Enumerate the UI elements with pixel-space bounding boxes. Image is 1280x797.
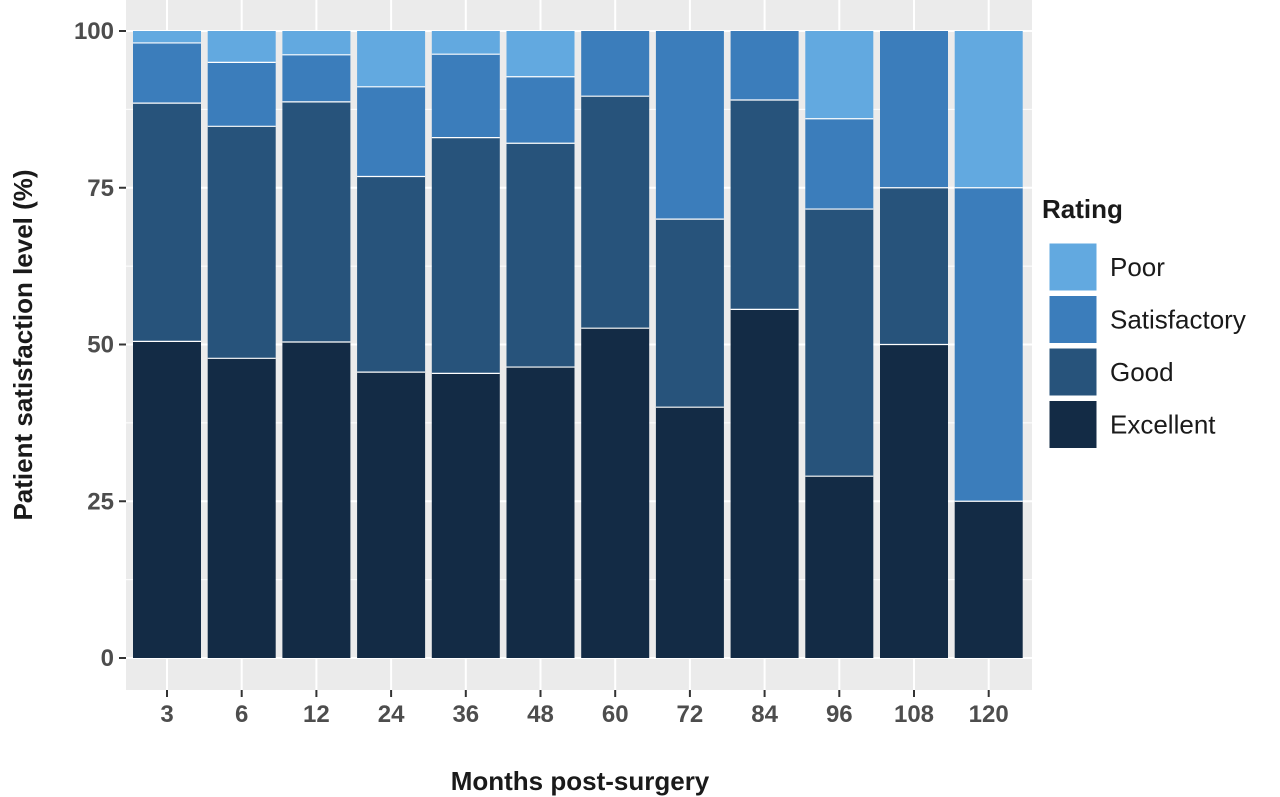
legend-label-good: Good — [1110, 357, 1174, 387]
bar-segment-satisfactory-24 — [357, 86, 426, 177]
x-tick-label: 60 — [602, 701, 629, 728]
x-tick-label: 84 — [751, 701, 778, 728]
bar-segment-good-72 — [655, 219, 724, 408]
x-tick-label: 12 — [303, 701, 330, 728]
bar-segment-excellent-96 — [805, 476, 874, 658]
x-axis: 3 6 12 24 36 48 60 72 84 96 108 120 — [160, 690, 1009, 728]
bar-segment-poor-12 — [282, 31, 351, 55]
bar-segment-excellent-6 — [207, 358, 276, 658]
bar-segment-excellent-3 — [133, 341, 201, 658]
y-tick-label: 50 — [87, 332, 114, 359]
bar-segment-excellent-120 — [954, 501, 1023, 658]
bar-segment-good-12 — [282, 101, 351, 342]
x-tick-label: 6 — [235, 701, 248, 728]
bar-segment-excellent-84 — [730, 309, 799, 658]
bar-segment-satisfactory-84 — [730, 31, 799, 100]
bar-segment-satisfactory-72 — [655, 31, 724, 220]
y-tick-label: 0 — [101, 645, 114, 672]
bar-segment-satisfactory-108 — [880, 31, 948, 188]
x-tick-label: 72 — [677, 701, 704, 728]
bar-segment-poor-36 — [431, 31, 500, 55]
bar-segment-excellent-108 — [880, 344, 948, 658]
y-tick-label: 25 — [87, 488, 114, 515]
bar-segment-satisfactory-48 — [506, 76, 575, 144]
bar-segment-satisfactory-96 — [805, 118, 874, 210]
bar-segment-good-108 — [880, 187, 948, 345]
bar-segment-excellent-36 — [431, 373, 500, 658]
bar-segment-poor-6 — [207, 31, 276, 63]
legend-key-poor — [1046, 240, 1100, 294]
x-tick-label: 108 — [894, 701, 934, 728]
bar-segment-poor-24 — [357, 31, 426, 87]
bar-segment-good-60 — [581, 96, 650, 329]
legend-label-poor: Poor — [1110, 252, 1165, 282]
legend-key-excellent — [1046, 398, 1100, 451]
legend-title: Rating — [1042, 194, 1123, 224]
bar-segment-good-36 — [431, 137, 500, 374]
y-tick-label: 75 — [87, 175, 114, 202]
legend: Rating Poor Satisfactory Good Excellent — [1042, 194, 1246, 451]
bar-segment-good-6 — [207, 126, 276, 359]
y-axis-title: Patient satisfaction level (%) — [8, 169, 38, 520]
x-tick-label: 36 — [452, 701, 479, 728]
bar-segment-poor-48 — [506, 31, 575, 77]
bar-segment-excellent-72 — [655, 407, 724, 658]
bars — [133, 31, 1023, 658]
bar-segment-poor-3 — [133, 31, 201, 43]
bar-segment-satisfactory-6 — [207, 62, 276, 127]
x-tick-label: 3 — [160, 701, 173, 728]
x-tick-label: 120 — [969, 701, 1009, 728]
bar-segment-satisfactory-12 — [282, 54, 351, 102]
bar-segment-good-96 — [805, 209, 874, 477]
bar-segment-satisfactory-120 — [954, 187, 1023, 502]
x-tick-label: 24 — [378, 701, 405, 728]
legend-key-good — [1046, 345, 1100, 399]
legend-label-satisfactory: Satisfactory — [1110, 305, 1246, 335]
bar-segment-good-48 — [506, 143, 575, 368]
x-axis-title: Months post-surgery — [451, 766, 710, 796]
bar-segment-excellent-12 — [282, 341, 351, 658]
x-tick-label: 96 — [826, 701, 853, 728]
bar-segment-poor-96 — [805, 31, 874, 119]
x-tick-label: 48 — [527, 701, 554, 728]
bar-segment-good-24 — [357, 176, 426, 373]
bar-segment-satisfactory-60 — [581, 31, 650, 97]
bar-segment-excellent-48 — [506, 367, 575, 658]
bar-segment-excellent-60 — [581, 328, 650, 658]
y-tick-label: 100 — [74, 18, 114, 45]
bar-segment-excellent-24 — [357, 372, 426, 658]
legend-key-satisfactory — [1046, 293, 1100, 346]
bar-segment-satisfactory-36 — [431, 54, 500, 138]
bar-segment-satisfactory-3 — [133, 42, 201, 104]
y-axis: 0 25 50 75 100 — [74, 18, 126, 672]
bar-segment-good-3 — [133, 103, 201, 342]
bar-segment-poor-120 — [954, 31, 1023, 188]
legend-label-excellent: Excellent — [1110, 410, 1216, 440]
bar-segment-good-84 — [730, 99, 799, 310]
